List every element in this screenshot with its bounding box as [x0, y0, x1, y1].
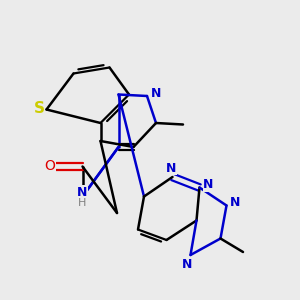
Text: S: S [34, 100, 44, 116]
Text: H: H [78, 198, 87, 208]
Text: N: N [230, 196, 241, 209]
Text: N: N [151, 86, 161, 100]
Text: N: N [166, 161, 176, 175]
Text: N: N [182, 257, 193, 271]
Text: O: O [44, 160, 55, 173]
Text: N: N [77, 185, 88, 199]
Text: N: N [203, 178, 214, 191]
